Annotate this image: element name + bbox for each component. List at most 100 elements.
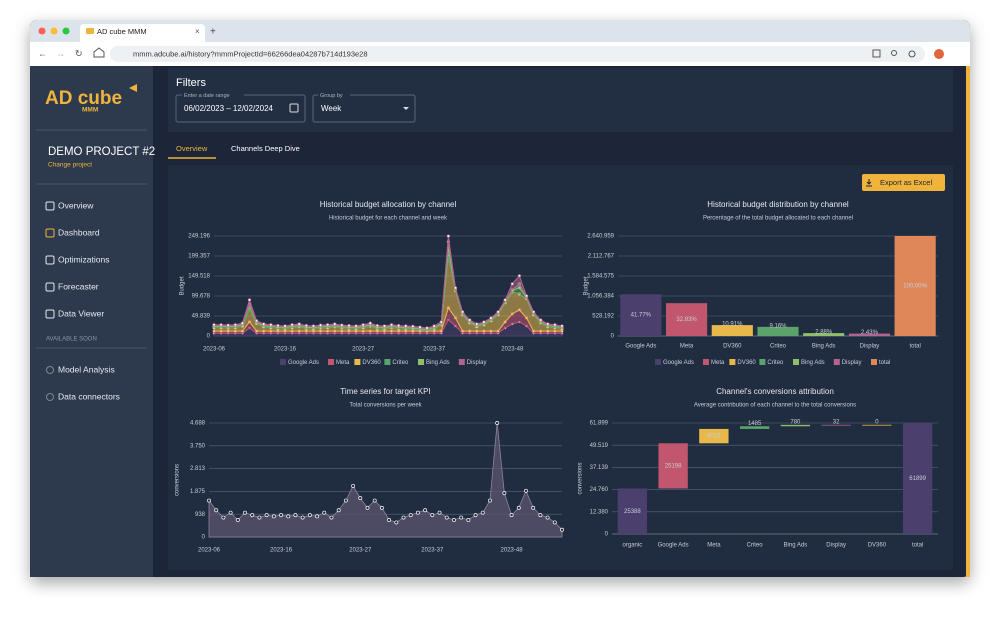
legend-swatch: [833, 359, 840, 365]
tab-close[interactable]: ×: [195, 27, 200, 36]
point: [361, 323, 365, 327]
value-label: 41.77%: [631, 313, 652, 319]
tab-overview[interactable]: Overview: [176, 144, 208, 153]
point: [382, 324, 387, 328]
legend-label[interactable]: Google Ads: [288, 360, 319, 366]
legend-label[interactable]: Display: [467, 360, 487, 366]
y-tick-label: 249.196: [188, 234, 210, 240]
calendar-icon[interactable]: [289, 103, 299, 113]
nav-item[interactable]: Forecaster: [58, 281, 99, 291]
legend-swatch: [655, 359, 661, 365]
x-tick-label: DV360: [868, 543, 887, 549]
point: [351, 483, 356, 488]
bookmark[interactable]: [908, 50, 916, 58]
y-tick-label: 37.139: [590, 465, 609, 471]
chart-subtitle: Percentage of the total budget allocated…: [703, 216, 853, 222]
nav-item[interactable]: Optimizations: [58, 254, 110, 264]
x-tick-label: 2023-37: [423, 347, 446, 353]
legend-label[interactable]: Bing Ads: [426, 360, 450, 366]
y-tick-label: 2.112.767: [588, 254, 615, 260]
legend-label[interactable]: total: [879, 360, 890, 366]
x-tick-label: Display: [860, 344, 880, 350]
nav-item[interactable]: Overview: [58, 200, 94, 210]
translate[interactable]: [872, 49, 881, 58]
point: [489, 316, 493, 320]
home[interactable]: [93, 47, 105, 58]
point: [460, 310, 465, 314]
point: [240, 321, 245, 325]
legend-label[interactable]: Meta: [711, 360, 725, 366]
download-icon: [866, 179, 872, 187]
export-label: Export as Excel: [880, 178, 932, 187]
legend-swatch: [418, 359, 424, 365]
legend-swatch: [793, 359, 799, 365]
logo: AD cube: [45, 88, 122, 109]
profile[interactable]: [934, 49, 944, 59]
forward[interactable]: →: [56, 48, 65, 58]
close-dot[interactable]: [38, 27, 46, 35]
y-tick-label: 24.760: [590, 487, 609, 493]
legend-label[interactable]: Google Ads: [663, 360, 694, 366]
point: [235, 518, 240, 522]
point: [394, 520, 399, 525]
value-label: 2.88%: [815, 330, 833, 336]
point: [247, 298, 252, 302]
legend-label[interactable]: DV360: [737, 360, 756, 366]
zoom[interactable]: [891, 50, 897, 56]
value-label: 10.91%: [722, 322, 743, 328]
legend-label[interactable]: Criteo: [767, 360, 784, 366]
bar: [658, 443, 688, 489]
point: [333, 322, 337, 326]
point: [552, 520, 557, 525]
legend-label[interactable]: Bing Ads: [801, 360, 825, 366]
x-tick-label: Meta: [707, 543, 721, 549]
soon-label: AVAILABLE SOON: [46, 337, 97, 343]
y-axis-label: Budget: [180, 276, 186, 295]
point: [517, 274, 521, 278]
point: [560, 324, 564, 328]
legend-label[interactable]: Meta: [336, 360, 350, 366]
legend-label[interactable]: Display: [842, 360, 862, 366]
chart-title: Historical budget allocation by channel: [320, 200, 457, 209]
point: [322, 510, 327, 515]
point: [397, 323, 401, 328]
nav-item[interactable]: Dashboard: [58, 227, 100, 237]
active-tab[interactable]: [80, 24, 205, 42]
max-dot[interactable]: [62, 27, 70, 35]
value-label: 1485: [748, 421, 762, 427]
point: [262, 322, 266, 326]
change-project[interactable]: Change project: [48, 162, 92, 169]
value-label: 8016: [707, 434, 721, 440]
x-tick-label: total: [909, 344, 920, 350]
point: [207, 498, 211, 503]
legend-swatch: [328, 359, 334, 365]
min-dot[interactable]: [50, 27, 58, 35]
point: [553, 323, 557, 327]
x-tick-label: 2023-48: [501, 347, 524, 353]
export-button[interactable]: [862, 174, 945, 191]
bar: [894, 236, 936, 336]
y-tick-label: 2.640.959: [587, 234, 614, 240]
group-field[interactable]: [312, 94, 416, 123]
tab-deep-dive[interactable]: Channels Deep Dive: [231, 144, 300, 153]
legend-label[interactable]: Criteo: [392, 360, 409, 366]
point: [446, 234, 450, 238]
point: [389, 323, 394, 327]
reload[interactable]: ↻: [75, 48, 83, 58]
y-tick-label: 3.750: [190, 443, 206, 449]
point: [257, 515, 262, 520]
point: [297, 322, 301, 326]
nav-item[interactable]: Data Viewer: [58, 308, 104, 318]
point: [524, 488, 528, 493]
legend-label[interactable]: DV360: [362, 360, 381, 366]
bar: [739, 426, 770, 429]
url-field[interactable]: [110, 46, 925, 62]
x-tick-label: Google Ads: [625, 344, 656, 350]
new-tab[interactable]: +: [210, 27, 216, 38]
back[interactable]: ←: [38, 48, 47, 58]
point: [439, 320, 443, 324]
point: [538, 513, 543, 518]
y-tick-label: 49.839: [192, 314, 211, 320]
x-tick-label: Display: [826, 543, 846, 549]
group-value: Week: [321, 104, 342, 113]
